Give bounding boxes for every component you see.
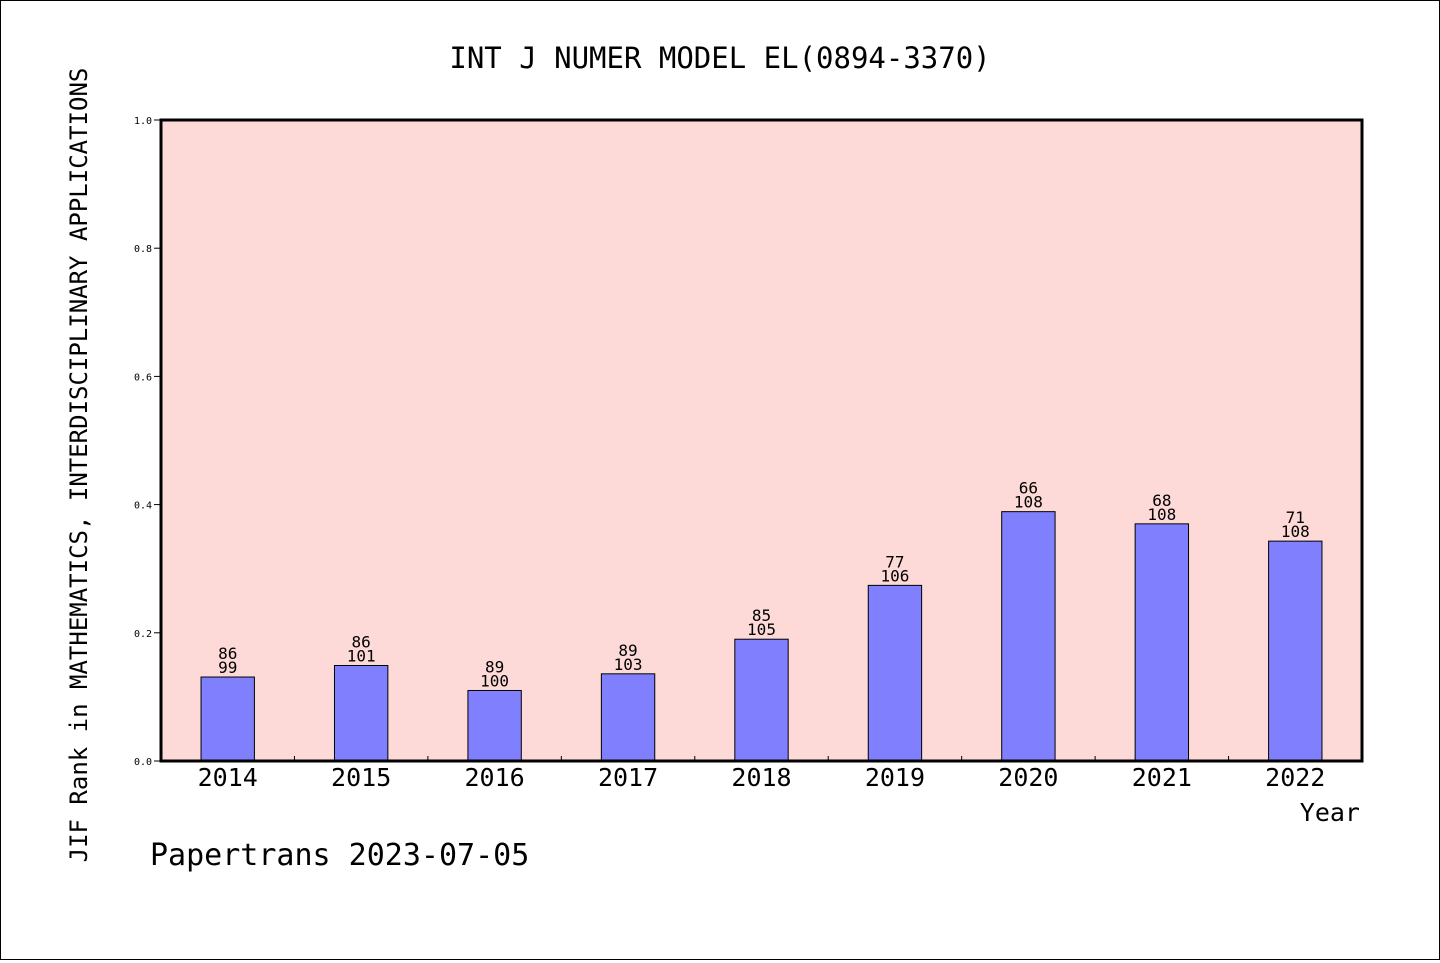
bar-rank-label: 89 — [618, 641, 637, 660]
bar-total-label: 108 — [1014, 493, 1043, 512]
y-axis: 0.0 0.2 0.4 0.6 0.8 1.0 — [134, 116, 161, 768]
bar-rank-label: 86 — [218, 644, 237, 663]
x-tick-label: 2015 — [331, 763, 391, 792]
bar-2017 — [600, 673, 656, 762]
bar-2018 — [734, 638, 789, 762]
bar-rank-label: 68 — [1152, 491, 1171, 510]
bar-rank-label: 66 — [1019, 479, 1038, 498]
x-tick-label: 2018 — [731, 763, 791, 792]
bar-total-label: 108 — [1147, 505, 1176, 524]
bar-2014 — [200, 676, 255, 762]
x-tick-label: 2017 — [598, 763, 658, 792]
chart-title: INT J NUMER MODEL EL(0894-3370) — [449, 41, 990, 75]
x-tick-label: 2022 — [1265, 763, 1325, 792]
bar-total-label: 100 — [480, 671, 509, 690]
bar-rank-label: 77 — [885, 552, 904, 571]
y-tick-label: 1.0 — [134, 116, 152, 127]
plot-border — [159, 118, 1364, 763]
bars — [200, 511, 1323, 762]
y-tick-label: 0.0 — [134, 757, 152, 768]
x-tick-label: 2016 — [465, 763, 525, 792]
bar-2019 — [867, 584, 923, 762]
x-tick-label: 2014 — [198, 763, 258, 792]
bar-2015 — [333, 664, 389, 762]
y-tick-label: 0.2 — [134, 629, 152, 640]
bar-2020 — [1001, 511, 1056, 762]
x-axis: 2014 2015 2016 2017 2018 2019 2020 2021 2022 — [198, 756, 1325, 792]
bar-rank-label: 71 — [1286, 508, 1305, 527]
y-axis-label: JIF Rank in MATHEMATICS, INTERDISCIPLINA… — [65, 68, 93, 863]
y-tick-label: 0.6 — [134, 372, 152, 383]
bar-total-label: 101 — [347, 646, 376, 665]
bar-rank-label: 89 — [485, 657, 504, 676]
x-tick-label: 2021 — [1132, 763, 1192, 792]
x-tick-label: 2020 — [998, 763, 1058, 792]
bar-total-label: 106 — [880, 566, 909, 585]
y-tick-label: 0.4 — [134, 501, 152, 512]
bar-total-label: 103 — [614, 655, 643, 674]
y-tick-label: 0.8 — [134, 244, 152, 255]
bar-2021 — [1134, 523, 1190, 762]
bar-rank-label: 85 — [752, 606, 771, 625]
bar-total-label: 105 — [747, 620, 776, 639]
x-tick-label: 2019 — [865, 763, 925, 792]
bar-2022 — [1268, 540, 1323, 762]
bar-total-label: 108 — [1281, 522, 1310, 541]
bar-total-label: 99 — [218, 658, 237, 677]
bar-2016 — [467, 689, 522, 762]
bar-rank-label: 86 — [352, 632, 371, 651]
x-axis-label: Year — [1300, 798, 1360, 827]
footer-note: Papertrans 2023-07-05 — [150, 838, 529, 873]
